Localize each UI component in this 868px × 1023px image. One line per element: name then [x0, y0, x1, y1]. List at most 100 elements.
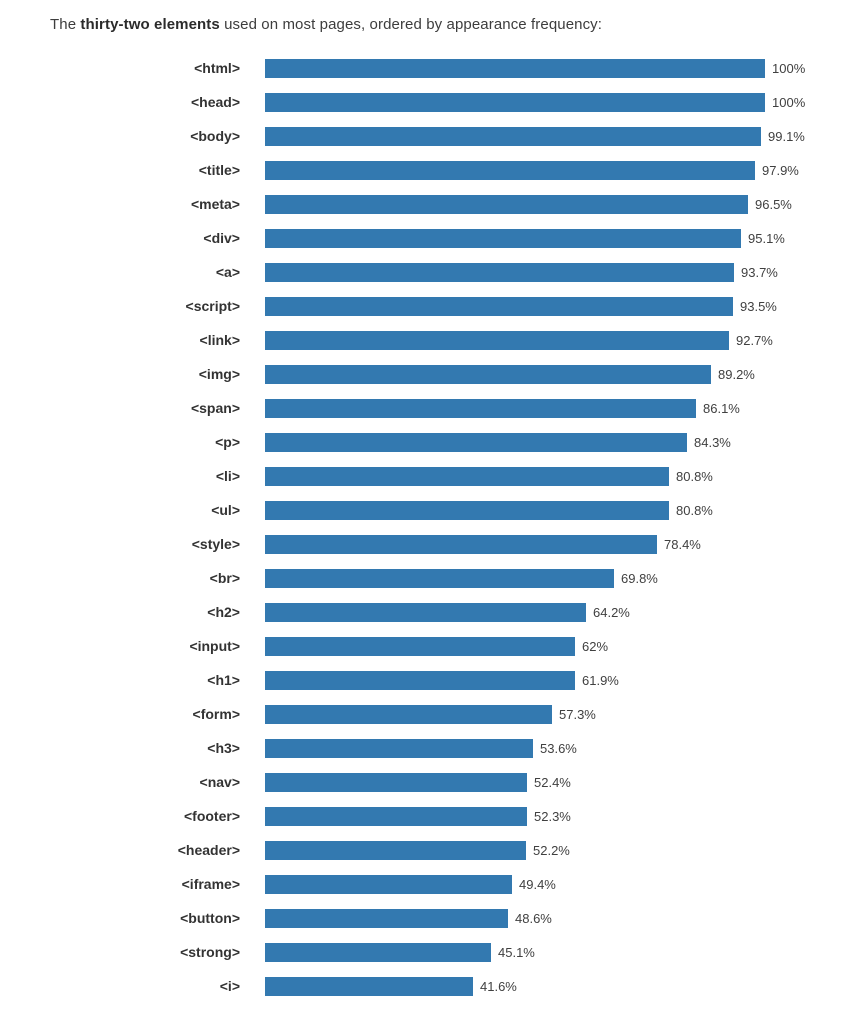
category-label: <h3>: [207, 740, 240, 756]
chart-row: <style> 78.4%: [50, 527, 868, 561]
value-label: 41.6%: [480, 978, 517, 994]
chart-row: <li> 80.8%: [50, 459, 868, 493]
category-label: <h1>: [207, 672, 240, 688]
value-label: 99.1%: [768, 128, 805, 144]
chart-row: <form> 57.3%: [50, 697, 868, 731]
bar: [265, 704, 552, 724]
bar: [265, 194, 748, 214]
chart-row: <p> 84.3%: [50, 425, 868, 459]
value-label: 95.1%: [748, 230, 785, 246]
value-label: 48.6%: [515, 910, 552, 926]
chart-row: <html> 100%: [50, 51, 868, 85]
value-label: 61.9%: [582, 672, 619, 688]
category-label: <script>: [185, 298, 240, 314]
chart-row: <i> 41.6%: [50, 969, 868, 1003]
category-label: <html>: [194, 60, 240, 76]
bar-track: 48.6%: [265, 908, 868, 928]
bar-track: 80.8%: [265, 466, 868, 486]
chart-row: <strong> 45.1%: [50, 935, 868, 969]
bar-track: 64.2%: [265, 602, 868, 622]
bar-track: 99.1%: [265, 126, 868, 146]
chart-row: <footer> 52.3%: [50, 799, 868, 833]
bar: [265, 534, 657, 554]
chart-row: <h2> 64.2%: [50, 595, 868, 629]
bar-track: 62%: [265, 636, 868, 656]
value-label: 78.4%: [664, 536, 701, 552]
bar-track: 53.6%: [265, 738, 868, 758]
value-label: 80.8%: [676, 468, 713, 484]
bar: [265, 976, 473, 996]
bar-track: 97.9%: [265, 160, 868, 180]
bar: [265, 364, 711, 384]
value-label: 93.5%: [740, 298, 777, 314]
category-label: <link>: [199, 332, 240, 348]
category-label: <ul>: [211, 502, 240, 518]
value-label: 49.4%: [519, 876, 556, 892]
category-label: <nav>: [199, 774, 240, 790]
chart-row: <ul> 80.8%: [50, 493, 868, 527]
bar: [265, 160, 755, 180]
category-label: <title>: [198, 162, 240, 178]
chart-title-suffix: used on most pages, ordered by appearanc…: [219, 16, 603, 33]
chart-row: <head> 100%: [50, 85, 868, 119]
bar-track: 45.1%: [265, 942, 868, 962]
bar: [265, 738, 533, 758]
value-label: 86.1%: [703, 400, 740, 416]
bar: [265, 126, 761, 146]
bar: [265, 874, 512, 894]
category-label: <iframe>: [181, 876, 240, 892]
category-label: <input>: [189, 638, 240, 654]
chart-row: <link> 92.7%: [50, 323, 868, 357]
bar-track: 93.7%: [265, 262, 868, 282]
category-label: <meta>: [190, 196, 240, 212]
value-label: 80.8%: [676, 502, 713, 518]
value-label: 89.2%: [718, 366, 755, 382]
category-label: <a>: [215, 264, 240, 280]
bar-track: 52.3%: [265, 806, 868, 826]
bar-track: 52.4%: [265, 772, 868, 792]
value-label: 45.1%: [498, 944, 535, 960]
category-label: <strong>: [180, 944, 240, 960]
bar: [265, 806, 527, 826]
chart-title: The thirty-two elements used on most pag…: [50, 16, 868, 33]
value-label: 52.4%: [534, 774, 571, 790]
bar: [265, 466, 669, 486]
bar-track: 84.3%: [265, 432, 868, 452]
value-label: 64.2%: [593, 604, 630, 620]
value-label: 84.3%: [694, 434, 731, 450]
value-label: 62%: [582, 638, 609, 654]
chart-row: <title> 97.9%: [50, 153, 868, 187]
bar: [265, 92, 765, 112]
bar: [265, 262, 734, 282]
value-label: 52.3%: [534, 808, 571, 824]
bar: [265, 432, 687, 452]
bar-track: 52.2%: [265, 840, 868, 860]
value-label: 96.5%: [755, 196, 792, 212]
bar: [265, 602, 586, 622]
chart-row: <script> 93.5%: [50, 289, 868, 323]
bar: [265, 568, 614, 588]
value-label: 69.8%: [621, 570, 658, 586]
chart-row: <button> 48.6%: [50, 901, 868, 935]
bar-track: 92.7%: [265, 330, 868, 350]
value-label: 100%: [772, 60, 806, 76]
chart-row: <div> 95.1%: [50, 221, 868, 255]
bar: [265, 908, 508, 928]
chart-title-prefix: The: [50, 16, 81, 33]
category-label: <h2>: [207, 604, 240, 620]
value-label: 57.3%: [559, 706, 596, 722]
category-label: <br>: [209, 570, 240, 586]
bar-track: 100%: [265, 58, 868, 78]
bar-track: 57.3%: [265, 704, 868, 724]
chart-row: <a> 93.7%: [50, 255, 868, 289]
bar: [265, 942, 491, 962]
bar-track: 49.4%: [265, 874, 868, 894]
value-label: 93.7%: [741, 264, 778, 280]
bar: [265, 296, 733, 316]
category-label: <i>: [219, 978, 240, 994]
bar-track: 86.1%: [265, 398, 868, 418]
bar-track: 93.5%: [265, 296, 868, 316]
chart-row: <nav> 52.4%: [50, 765, 868, 799]
bar: [265, 58, 765, 78]
